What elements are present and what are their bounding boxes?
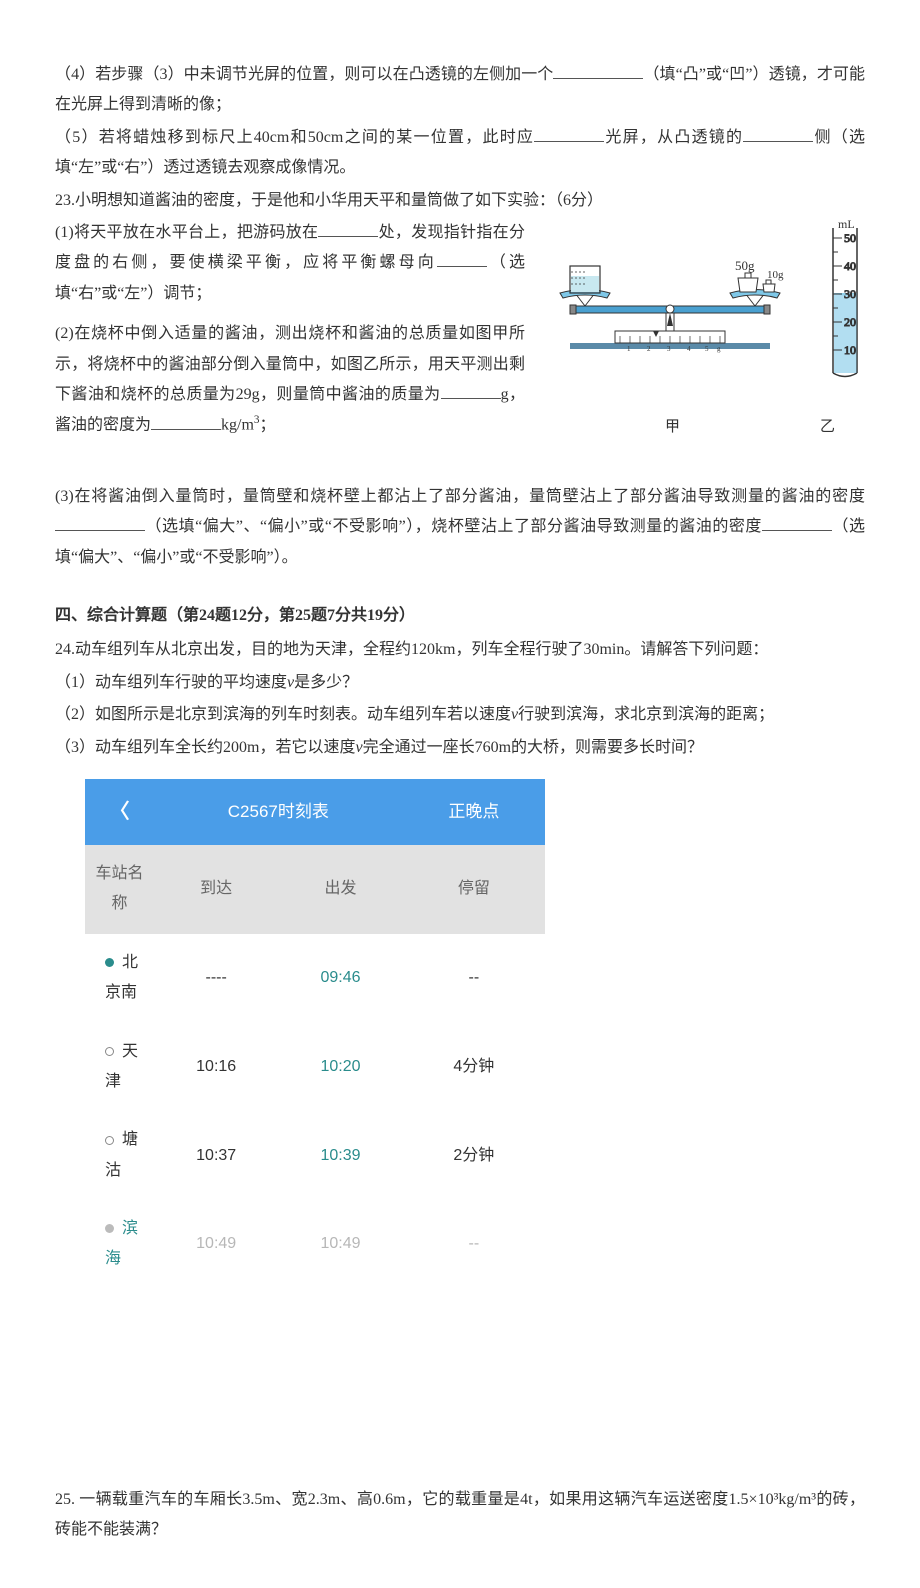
table-row: 塘沽 10:37 10:39 2分钟 xyxy=(85,1111,545,1200)
svg-text:50g: 50g xyxy=(735,258,755,273)
balance-cylinder-figure: 1 2 3 4 5 g xyxy=(535,218,865,398)
col-arrive: 到达 xyxy=(154,845,278,934)
svg-text:mL: mL xyxy=(838,218,855,231)
table-row: 北京南 ---- 09:46 -- xyxy=(85,934,545,1023)
q24-p3: （3）动车组列车全长约200m，若它以速度v完全通过一座长760m的大桥，则需要… xyxy=(55,733,865,763)
svg-text:4: 4 xyxy=(687,345,691,353)
cylinder-drawing: 50 40 30 20 10 mL xyxy=(833,218,857,377)
q23-intro: 23.小明想知道酱油的密度，于是他和小华用天平和量筒做了如下实验：（6分） xyxy=(55,186,865,216)
col-station: 车站名称 xyxy=(85,845,154,934)
q22-part4: （4）若步骤（3）中未调节光屏的位置，则可以在凸透镜的左侧加一个（填“凸”或“凹… xyxy=(55,60,865,121)
section4-title: 四、综合计算题（第24题12分，第25题7分共19分） xyxy=(55,601,865,631)
blank-q23-3a[interactable] xyxy=(55,514,145,532)
fig-label-yi: 乙 xyxy=(820,413,835,442)
table-row: 天津 10:16 10:20 4分钟 xyxy=(85,1023,545,1112)
q23-p3: (3)在将酱油倒入量筒时，量筒壁和烧杯壁上都沾上了部分酱油，量筒壁沾上了部分酱油… xyxy=(55,482,865,573)
svg-text:2: 2 xyxy=(647,345,651,353)
dot-icon xyxy=(105,1224,114,1233)
blank-q23-2b[interactable] xyxy=(151,412,221,430)
q24-intro: 24.动车组列车从北京出发，目的地为天津，全程约120km，列车全程行驶了30m… xyxy=(55,635,865,665)
schedule-subheader-row: 车站名称 到达 出发 停留 xyxy=(85,845,545,934)
svg-text:5: 5 xyxy=(705,345,709,353)
blank-q22-5b[interactable] xyxy=(743,124,813,142)
dot-icon xyxy=(105,1136,114,1145)
col-depart: 出发 xyxy=(278,845,402,934)
q22-p5-mid: 光屏，从凸透镜的 xyxy=(604,129,743,146)
table-row: 滨海 10:49 10:49 -- xyxy=(85,1200,545,1289)
dot-icon xyxy=(105,1047,114,1056)
schedule-header-row: 〈 C2567时刻表 正晚点 xyxy=(85,779,545,845)
q23-figure-block: 1 2 3 4 5 g xyxy=(55,218,865,441)
fig-label-jia: 甲 xyxy=(665,413,680,442)
dot-icon xyxy=(105,958,114,967)
q24-p2: （2）如图所示是北京到滨海的列车时刻表。动车组列车若以速度v行驶到滨海，求北京到… xyxy=(55,700,865,730)
svg-text:50: 50 xyxy=(844,231,856,245)
blank-q23-1b[interactable] xyxy=(437,250,487,268)
balance-drawing: 1 2 3 4 5 g xyxy=(560,258,784,353)
q22-p4-text: （4）若步骤（3）中未调节光屏的位置，则可以在凸透镜的左侧加一个 xyxy=(55,66,553,83)
q22-part5: （5）若将蜡烛移到标尺上40cm和50cm之间的某一位置，此时应 光屏，从凸透镜的… xyxy=(55,123,865,184)
svg-text:3: 3 xyxy=(667,345,671,353)
svg-text:20: 20 xyxy=(844,315,856,329)
schedule-title: C2567时刻表 xyxy=(154,779,403,845)
svg-text:30: 30 xyxy=(844,287,856,301)
blank-q22-4[interactable] xyxy=(553,61,643,79)
svg-text:40: 40 xyxy=(844,259,856,273)
svg-text:10: 10 xyxy=(844,343,856,357)
blank-q23-1a[interactable] xyxy=(318,219,378,237)
q24-p1: （1）动车组列车行驶的平均速度v是多少？ xyxy=(55,668,865,698)
svg-text:g: g xyxy=(717,345,721,353)
svg-text:10g: 10g xyxy=(767,269,784,281)
blank-q23-2a[interactable] xyxy=(441,381,501,399)
blank-q23-3b[interactable] xyxy=(762,514,832,532)
svg-text:1: 1 xyxy=(627,345,631,353)
col-stay: 停留 xyxy=(403,845,545,934)
q22-p5-text: （5）若将蜡烛移到标尺上40cm和50cm之间的某一位置，此时应 xyxy=(55,129,534,146)
schedule-status[interactable]: 正晚点 xyxy=(403,779,545,845)
q25-text: 25. 一辆载重汽车的车厢长3.5m、宽2.3m、高0.6m，它的载重量是4t，… xyxy=(55,1485,865,1546)
back-icon[interactable]: 〈 xyxy=(110,801,130,823)
train-schedule-table: 〈 C2567时刻表 正晚点 车站名称 到达 出发 停留 北京南 ---- 09… xyxy=(85,779,545,1289)
blank-q22-5a[interactable] xyxy=(534,124,604,142)
